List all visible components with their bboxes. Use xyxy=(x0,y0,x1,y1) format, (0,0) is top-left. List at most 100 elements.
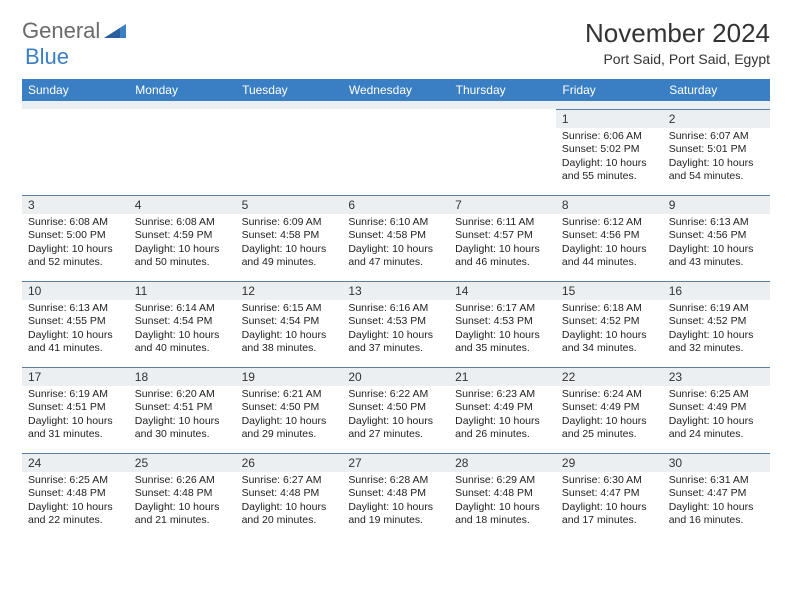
week-row: 17Sunrise: 6:19 AMSunset: 4:51 PMDayligh… xyxy=(22,367,770,453)
day-number: 26 xyxy=(236,454,343,472)
day-cell: 15Sunrise: 6:18 AMSunset: 4:52 PMDayligh… xyxy=(556,281,663,367)
logo-text-general: General xyxy=(22,18,100,44)
day-cell: 14Sunrise: 6:17 AMSunset: 4:53 PMDayligh… xyxy=(449,281,556,367)
day-cell: 26Sunrise: 6:27 AMSunset: 4:48 PMDayligh… xyxy=(236,453,343,539)
day-cell: 30Sunrise: 6:31 AMSunset: 4:47 PMDayligh… xyxy=(663,453,770,539)
day-cell: 4Sunrise: 6:08 AMSunset: 4:59 PMDaylight… xyxy=(129,195,236,281)
day-cell: 27Sunrise: 6:28 AMSunset: 4:48 PMDayligh… xyxy=(342,453,449,539)
week-row: 24Sunrise: 6:25 AMSunset: 4:48 PMDayligh… xyxy=(22,453,770,539)
day-cell: 18Sunrise: 6:20 AMSunset: 4:51 PMDayligh… xyxy=(129,367,236,453)
day-cell: 20Sunrise: 6:22 AMSunset: 4:50 PMDayligh… xyxy=(342,367,449,453)
title-block: November 2024 Port Said, Port Said, Egyp… xyxy=(585,18,770,67)
day-number: 25 xyxy=(129,454,236,472)
day-data: Sunrise: 6:14 AMSunset: 4:54 PMDaylight:… xyxy=(129,300,236,361)
day-number: 16 xyxy=(663,282,770,300)
day-cell xyxy=(129,109,236,195)
day-data: Sunrise: 6:27 AMSunset: 4:48 PMDaylight:… xyxy=(236,472,343,533)
day-number: 28 xyxy=(449,454,556,472)
day-number: 1 xyxy=(556,110,663,128)
day-cell xyxy=(22,109,129,195)
day-data: Sunrise: 6:16 AMSunset: 4:53 PMDaylight:… xyxy=(342,300,449,361)
dow-sunday: Sunday xyxy=(22,79,129,101)
day-data: Sunrise: 6:22 AMSunset: 4:50 PMDaylight:… xyxy=(342,386,449,447)
day-data: Sunrise: 6:26 AMSunset: 4:48 PMDaylight:… xyxy=(129,472,236,533)
dow-monday: Monday xyxy=(129,79,236,101)
day-number: 13 xyxy=(342,282,449,300)
day-cell xyxy=(236,109,343,195)
day-number: 18 xyxy=(129,368,236,386)
day-number: 14 xyxy=(449,282,556,300)
day-number: 19 xyxy=(236,368,343,386)
day-number: 27 xyxy=(342,454,449,472)
day-of-week-row: Sunday Monday Tuesday Wednesday Thursday… xyxy=(22,79,770,101)
day-cell: 2Sunrise: 6:07 AMSunset: 5:01 PMDaylight… xyxy=(663,109,770,195)
day-number: 24 xyxy=(22,454,129,472)
day-number: 3 xyxy=(22,196,129,214)
day-number: 8 xyxy=(556,196,663,214)
dow-tuesday: Tuesday xyxy=(236,79,343,101)
day-cell: 25Sunrise: 6:26 AMSunset: 4:48 PMDayligh… xyxy=(129,453,236,539)
day-cell xyxy=(342,109,449,195)
day-data: Sunrise: 6:25 AMSunset: 4:48 PMDaylight:… xyxy=(22,472,129,533)
day-cell: 3Sunrise: 6:08 AMSunset: 5:00 PMDaylight… xyxy=(22,195,129,281)
day-cell: 12Sunrise: 6:15 AMSunset: 4:54 PMDayligh… xyxy=(236,281,343,367)
day-number: 29 xyxy=(556,454,663,472)
day-cell: 5Sunrise: 6:09 AMSunset: 4:58 PMDaylight… xyxy=(236,195,343,281)
day-cell xyxy=(449,109,556,195)
day-cell: 19Sunrise: 6:21 AMSunset: 4:50 PMDayligh… xyxy=(236,367,343,453)
day-cell: 1Sunrise: 6:06 AMSunset: 5:02 PMDaylight… xyxy=(556,109,663,195)
day-cell: 21Sunrise: 6:23 AMSunset: 4:49 PMDayligh… xyxy=(449,367,556,453)
day-number: 17 xyxy=(22,368,129,386)
day-number: 6 xyxy=(342,196,449,214)
day-number: 2 xyxy=(663,110,770,128)
day-data: Sunrise: 6:28 AMSunset: 4:48 PMDaylight:… xyxy=(342,472,449,533)
day-data: Sunrise: 6:25 AMSunset: 4:49 PMDaylight:… xyxy=(663,386,770,447)
day-number: 21 xyxy=(449,368,556,386)
day-data: Sunrise: 6:18 AMSunset: 4:52 PMDaylight:… xyxy=(556,300,663,361)
day-number: 22 xyxy=(556,368,663,386)
day-data: Sunrise: 6:10 AMSunset: 4:58 PMDaylight:… xyxy=(342,214,449,275)
day-data: Sunrise: 6:06 AMSunset: 5:02 PMDaylight:… xyxy=(556,128,663,189)
day-cell: 24Sunrise: 6:25 AMSunset: 4:48 PMDayligh… xyxy=(22,453,129,539)
month-title: November 2024 xyxy=(585,18,770,49)
day-number: 20 xyxy=(342,368,449,386)
day-data: Sunrise: 6:24 AMSunset: 4:49 PMDaylight:… xyxy=(556,386,663,447)
day-data: Sunrise: 6:20 AMSunset: 4:51 PMDaylight:… xyxy=(129,386,236,447)
day-cell: 17Sunrise: 6:19 AMSunset: 4:51 PMDayligh… xyxy=(22,367,129,453)
day-cell: 28Sunrise: 6:29 AMSunset: 4:48 PMDayligh… xyxy=(449,453,556,539)
day-cell: 29Sunrise: 6:30 AMSunset: 4:47 PMDayligh… xyxy=(556,453,663,539)
day-number: 9 xyxy=(663,196,770,214)
day-data: Sunrise: 6:17 AMSunset: 4:53 PMDaylight:… xyxy=(449,300,556,361)
day-number: 11 xyxy=(129,282,236,300)
day-number: 5 xyxy=(236,196,343,214)
day-data: Sunrise: 6:07 AMSunset: 5:01 PMDaylight:… xyxy=(663,128,770,189)
day-data: Sunrise: 6:31 AMSunset: 4:47 PMDaylight:… xyxy=(663,472,770,533)
day-number: 15 xyxy=(556,282,663,300)
day-number: 23 xyxy=(663,368,770,386)
day-data: Sunrise: 6:29 AMSunset: 4:48 PMDaylight:… xyxy=(449,472,556,533)
day-data: Sunrise: 6:19 AMSunset: 4:52 PMDaylight:… xyxy=(663,300,770,361)
day-data: Sunrise: 6:13 AMSunset: 4:56 PMDaylight:… xyxy=(663,214,770,275)
day-number: 4 xyxy=(129,196,236,214)
day-cell: 10Sunrise: 6:13 AMSunset: 4:55 PMDayligh… xyxy=(22,281,129,367)
day-cell: 8Sunrise: 6:12 AMSunset: 4:56 PMDaylight… xyxy=(556,195,663,281)
logo: General xyxy=(22,18,128,44)
week-row: 1Sunrise: 6:06 AMSunset: 5:02 PMDaylight… xyxy=(22,109,770,195)
dow-thursday: Thursday xyxy=(449,79,556,101)
day-data: Sunrise: 6:08 AMSunset: 5:00 PMDaylight:… xyxy=(22,214,129,275)
header: General November 2024 Port Said, Port Sa… xyxy=(22,18,770,67)
day-cell: 9Sunrise: 6:13 AMSunset: 4:56 PMDaylight… xyxy=(663,195,770,281)
day-data: Sunrise: 6:11 AMSunset: 4:57 PMDaylight:… xyxy=(449,214,556,275)
day-number: 7 xyxy=(449,196,556,214)
location-text: Port Said, Port Said, Egypt xyxy=(585,51,770,67)
day-cell: 6Sunrise: 6:10 AMSunset: 4:58 PMDaylight… xyxy=(342,195,449,281)
logo-text-blue: Blue xyxy=(25,44,69,69)
day-cell: 16Sunrise: 6:19 AMSunset: 4:52 PMDayligh… xyxy=(663,281,770,367)
day-data: Sunrise: 6:30 AMSunset: 4:47 PMDaylight:… xyxy=(556,472,663,533)
day-data: Sunrise: 6:15 AMSunset: 4:54 PMDaylight:… xyxy=(236,300,343,361)
day-cell: 13Sunrise: 6:16 AMSunset: 4:53 PMDayligh… xyxy=(342,281,449,367)
calendar-table: Sunday Monday Tuesday Wednesday Thursday… xyxy=(22,79,770,539)
spacer-row xyxy=(22,101,770,109)
week-row: 3Sunrise: 6:08 AMSunset: 5:00 PMDaylight… xyxy=(22,195,770,281)
day-cell: 22Sunrise: 6:24 AMSunset: 4:49 PMDayligh… xyxy=(556,367,663,453)
